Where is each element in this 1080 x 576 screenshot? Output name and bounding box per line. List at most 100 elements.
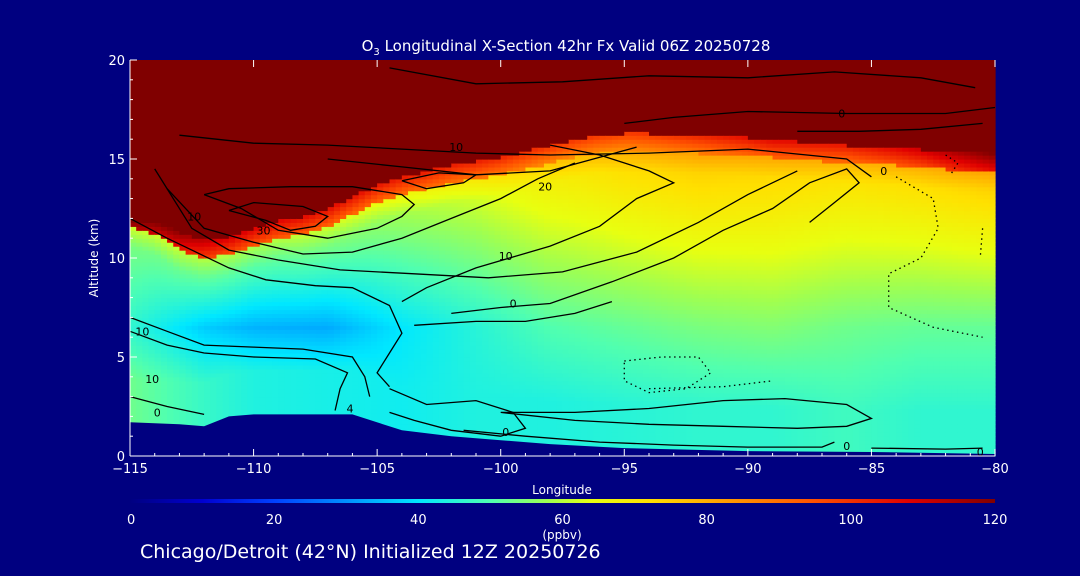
heatmap-cell: [265, 325, 273, 330]
heatmap-cell: [235, 246, 242, 251]
heatmap-cell: [364, 317, 372, 322]
heatmap-cell: [296, 60, 304, 65]
heatmap-cell: [315, 151, 323, 156]
heatmap-cell: [303, 325, 310, 330]
heatmap-cell: [395, 281, 403, 287]
heatmap-cell: [191, 261, 199, 267]
heatmap-cell: [278, 214, 286, 219]
heatmap-cell: [401, 261, 409, 267]
heatmap-cell: [296, 91, 304, 97]
heatmap-cell: [130, 321, 137, 326]
heatmap-cell: [179, 222, 187, 227]
heatmap-cell: [185, 321, 193, 326]
heatmap-cell: [191, 380, 199, 386]
heatmap-cell: [358, 115, 366, 120]
heatmap-cell: [432, 182, 440, 188]
heatmap-cell: [142, 265, 150, 271]
heatmap-cell: [136, 71, 143, 77]
heatmap-cell: [259, 166, 267, 172]
heatmap-cell: [222, 67, 230, 73]
heatmap-cell: [352, 83, 360, 89]
heatmap-cell: [142, 131, 150, 136]
heatmap-cell: [210, 254, 218, 259]
heatmap-cell: [420, 202, 428, 208]
heatmap-cell: [432, 289, 440, 295]
heatmap-cell: [432, 376, 440, 382]
heatmap-cell: [303, 250, 310, 255]
heatmap-cell: [383, 392, 391, 398]
heatmap-cell: [148, 285, 156, 291]
heatmap-cell: [395, 384, 403, 390]
heatmap-cell: [303, 155, 310, 160]
heatmap-cell: [395, 269, 403, 275]
heatmap-cell: [247, 166, 255, 172]
heatmap-cell: [265, 372, 273, 378]
heatmap-cell: [296, 345, 304, 350]
heatmap-cell: [204, 182, 211, 188]
heatmap-cell: [265, 218, 273, 223]
heatmap-cell: [278, 333, 286, 338]
heatmap-cell: [142, 103, 150, 109]
heatmap-cell: [265, 111, 273, 117]
heatmap-cell: [173, 265, 181, 271]
heatmap-cell: [160, 226, 168, 231]
heatmap-cell: [327, 329, 335, 334]
heatmap-cell: [420, 79, 428, 85]
heatmap-cell: [309, 111, 316, 117]
heatmap-cell: [395, 357, 403, 362]
heatmap-cell: [340, 380, 347, 386]
heatmap-cell: [284, 337, 292, 342]
heatmap-cell: [130, 202, 137, 208]
heatmap-cell: [408, 372, 415, 378]
heatmap-cell: [395, 151, 403, 156]
heatmap-cell: [130, 357, 137, 362]
heatmap-cell: [216, 416, 224, 421]
heatmap-cell: [296, 273, 304, 279]
heatmap-cell: [272, 131, 279, 136]
heatmap-cell: [154, 289, 162, 295]
heatmap-cell: [228, 79, 236, 85]
heatmap-cell: [340, 111, 347, 117]
heatmap-cell: [414, 222, 421, 227]
heatmap-cell: [216, 194, 224, 200]
heatmap-cell: [327, 214, 335, 219]
heatmap-cell: [389, 131, 397, 136]
heatmap-cell: [136, 95, 143, 101]
heatmap-cell: [148, 269, 156, 275]
heatmap-cell: [265, 178, 273, 184]
heatmap-cell: [414, 194, 421, 200]
heatmap-cell: [179, 408, 187, 414]
heatmap-cell: [296, 182, 304, 188]
heatmap-cell: [173, 123, 181, 128]
heatmap-cell: [401, 159, 409, 164]
heatmap-cell: [426, 115, 434, 120]
heatmap-cell: [228, 226, 236, 231]
heatmap-cell: [136, 404, 143, 410]
heatmap-cell: [309, 63, 316, 69]
heatmap-cell: [284, 178, 292, 184]
heatmap-cell: [204, 60, 211, 65]
heatmap-cell: [395, 353, 403, 358]
heatmap-cell: [290, 372, 298, 378]
heatmap-cell: [142, 166, 150, 172]
heatmap-cell: [321, 190, 329, 196]
heatmap-cell: [327, 75, 335, 81]
heatmap-cell: [173, 317, 181, 322]
heatmap-cell: [154, 147, 162, 152]
heatmap-cell: [241, 265, 248, 271]
heatmap-cell: [358, 234, 366, 239]
heatmap-cell: [142, 301, 150, 307]
heatmap-cell: [210, 170, 218, 176]
heatmap-cell: [346, 111, 354, 117]
heatmap-cell: [370, 364, 378, 370]
heatmap-cell: [167, 380, 174, 386]
heatmap-cell: [278, 392, 286, 398]
heatmap-cell: [148, 345, 156, 350]
heatmap-cell: [228, 159, 236, 164]
heatmap-cell: [160, 258, 168, 263]
heatmap-cell: [315, 198, 323, 204]
heatmap-cell: [315, 103, 323, 109]
heatmap-cell: [364, 143, 372, 148]
heatmap-cell: [284, 297, 292, 303]
heatmap-cell: [210, 166, 218, 172]
